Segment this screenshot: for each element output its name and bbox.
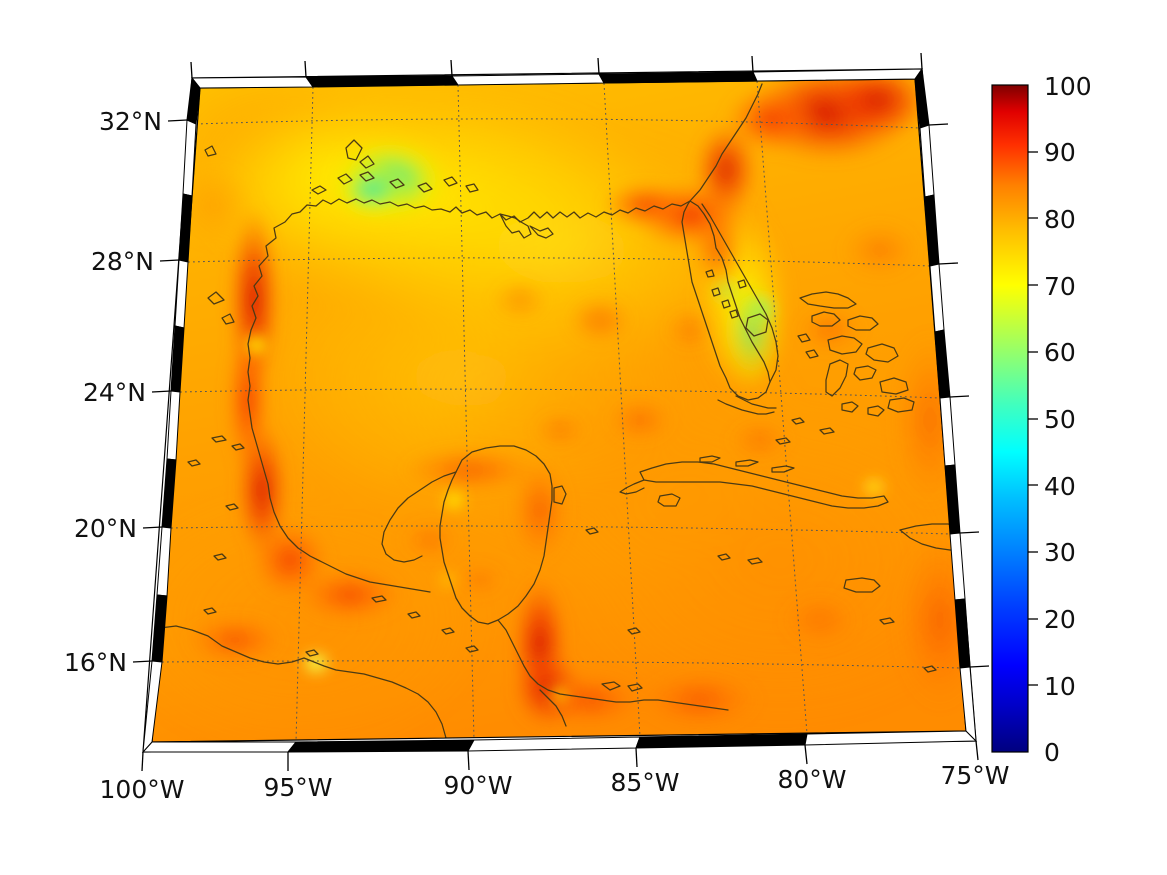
cbar-tick-50: 50 — [1044, 405, 1076, 434]
longitude-tick-labels: 100°W 95°W 90°W 85°W 80°W 75°W — [100, 761, 1010, 804]
frame-left-segments — [142, 76, 201, 754]
cbar-tick-100: 100 — [1044, 72, 1092, 101]
colorbar-tick-labels: 100 90 80 70 60 50 40 30 20 10 0 — [1044, 72, 1092, 767]
lat-tick-24N: 24°N — [83, 378, 146, 407]
field-broad-structure — [152, 79, 966, 742]
colorbar-ticks — [1028, 151, 1038, 686]
map-frame — [132, 52, 990, 772]
field-bright-specks — [246, 299, 883, 702]
cbar-tick-70: 70 — [1044, 272, 1076, 301]
field-cool-minimum — [328, 136, 452, 224]
cbar-tick-20: 20 — [1044, 605, 1076, 634]
lat-tick-28N: 28°N — [91, 247, 154, 276]
lon-tick-75W: 75°W — [940, 761, 1009, 790]
latitude-tick-labels: 32°N 28°N 24°N 20°N 16°N — [64, 107, 162, 677]
frame-bottom-segments — [141, 730, 978, 753]
cbar-tick-80: 80 — [1044, 205, 1076, 234]
lon-tick-90W: 90°W — [443, 771, 512, 800]
lon-tick-85W: 85°W — [610, 768, 679, 797]
cbar-tick-90: 90 — [1044, 138, 1076, 167]
axis-ticks — [132, 52, 990, 772]
lon-tick-80W: 80°W — [777, 765, 846, 794]
lat-tick-20N: 20°N — [74, 514, 137, 543]
lat-tick-16N: 16°N — [64, 648, 127, 677]
colorbar-gradient[interactable] — [991, 84, 1029, 753]
frame-top-segments — [190, 68, 923, 89]
frame-right-segments — [914, 67, 977, 743]
lon-tick-100W: 100°W — [100, 775, 185, 804]
cbar-tick-30: 30 — [1044, 538, 1076, 567]
cbar-tick-40: 40 — [1044, 472, 1076, 501]
cbar-tick-60: 60 — [1044, 338, 1076, 367]
lat-tick-32N: 32°N — [99, 107, 162, 136]
cbar-tick-10: 10 — [1044, 672, 1076, 701]
colorbar[interactable]: 100 90 80 70 60 50 40 30 20 10 0 — [991, 72, 1092, 767]
lon-tick-95W: 95°W — [263, 773, 332, 802]
cbar-tick-0: 0 — [1044, 738, 1060, 767]
